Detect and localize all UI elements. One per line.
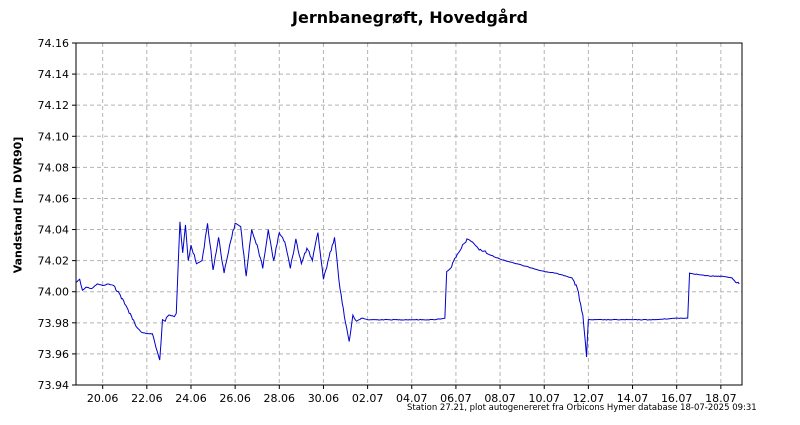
y-tick-label: 74.10: [38, 130, 70, 143]
series-layer: [75, 221, 740, 361]
y-tick-label: 74.04: [38, 224, 70, 237]
frame-layer: [75, 42, 743, 386]
x-tick-label: 02.07: [352, 392, 384, 405]
x-tick-label: 12.07: [573, 392, 605, 405]
grid-layer: [76, 43, 742, 385]
y-tick-label: 73.98: [38, 317, 70, 330]
x-tick-label: 24.06: [175, 392, 207, 405]
x-tick-label: 08.07: [484, 392, 516, 405]
y-tick-label: 74.02: [38, 255, 70, 268]
y-tick-label: 74.12: [38, 99, 70, 112]
x-tick-label: 14.07: [617, 392, 649, 405]
plot-frame: [75, 42, 743, 386]
y-tick-label: 74.16: [38, 37, 70, 50]
x-tick-label: 28.06: [264, 392, 296, 405]
footer-note: Station 27.21, plot autogenereret fra Or…: [407, 403, 757, 413]
y-tick-label: 74.08: [38, 161, 70, 174]
chart-title: Jernbanegrøft, Hovedgård: [292, 8, 528, 27]
x-tick-label: 16.07: [661, 392, 693, 405]
x-tick-label: 18.07: [705, 392, 737, 405]
x-tick-label: 20.06: [87, 392, 119, 405]
x-tick-label: 22.06: [131, 392, 163, 405]
y-tick-label: 73.96: [38, 348, 70, 361]
tick-layer: 74.16 74.14 74.12 74.10 74.08 74.06 74.04 74.02…: [38, 37, 737, 405]
x-tick-label: 30.06: [308, 392, 340, 405]
y-tick-label: 73.94: [38, 379, 70, 392]
x-tick-label: 04.07: [396, 392, 428, 405]
series-line: [75, 221, 740, 361]
x-tick-label: 06.07: [440, 392, 472, 405]
x-tick-label: 10.07: [528, 392, 560, 405]
x-tick-label: 26.06: [219, 392, 251, 405]
y-tick-label: 74.00: [38, 286, 70, 299]
y-tick-label: 74.06: [38, 192, 70, 205]
y-tick-label: 74.14: [38, 68, 70, 81]
